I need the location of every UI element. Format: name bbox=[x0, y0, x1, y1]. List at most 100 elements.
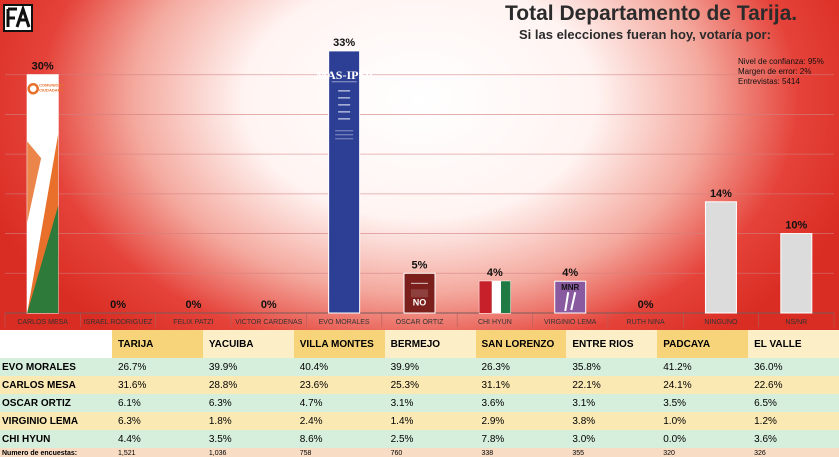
row-label: CHI HYUN bbox=[0, 430, 112, 448]
table-row: OSCAR ORTIZ 6.1% 6.3% 4.7% 3.1% 3.6% 3.1% 3.5% 6… bbox=[0, 394, 839, 412]
bar-logo-text: NO bbox=[413, 297, 427, 307]
table-cell: 28.8% bbox=[202, 376, 294, 394]
table-cell: 4.4% bbox=[112, 430, 203, 448]
table-cell: 3.6% bbox=[748, 430, 839, 448]
data-label: 0% bbox=[638, 299, 654, 311]
table-cell: 8.6% bbox=[293, 430, 385, 448]
cc-logo-swoosh bbox=[27, 141, 42, 223]
table-row: VIRGINIO LEMA 6.3% 1.8% 2.4% 1.4% 2.9% 3.8% 1.0… bbox=[0, 412, 839, 430]
row-label: VIRGINIO LEMA bbox=[0, 412, 112, 430]
column-header: VILLA MONTES bbox=[293, 330, 385, 358]
bar bbox=[704, 201, 737, 314]
data-label: 4% bbox=[487, 267, 503, 279]
table-cell: 6.3% bbox=[202, 394, 294, 412]
no-logo-box bbox=[411, 289, 428, 298]
chi-logo-red bbox=[479, 281, 492, 313]
brand-logo bbox=[3, 4, 33, 32]
column-header: ENTRE RIOS bbox=[566, 330, 658, 358]
survey-count-cell: 326 bbox=[748, 448, 839, 457]
table-cell: 39.9% bbox=[384, 358, 476, 376]
tick-label: VICTOR CARDENAS bbox=[235, 319, 302, 326]
tick-label: CHI HYUN bbox=[478, 319, 512, 326]
data-label: 0% bbox=[185, 299, 201, 311]
table-cell: 22.6% bbox=[748, 376, 839, 394]
tick-label: OSCAR ORTIZ bbox=[396, 319, 444, 326]
survey-count-cell: 320 bbox=[657, 448, 749, 457]
survey-count-cell: 1,036 bbox=[202, 448, 294, 457]
table-cell: 36.0% bbox=[748, 358, 839, 376]
table-cell: 2.5% bbox=[384, 430, 476, 448]
row-label: Numero de encuestas: bbox=[0, 448, 112, 457]
table-cell: 1.8% bbox=[202, 412, 294, 430]
table-cell: 26.7% bbox=[112, 358, 203, 376]
tick-label: ISRAEL RODRIGUEZ bbox=[84, 319, 153, 326]
bar bbox=[328, 50, 361, 314]
table-cell: 3.6% bbox=[475, 394, 567, 412]
table-cell: 24.1% bbox=[657, 376, 749, 394]
row-label: EVO MORALES bbox=[0, 358, 112, 376]
chart-subtitle: Si las elecciones fueran hoy, votaría po… bbox=[519, 27, 771, 42]
table-cell: 23.6% bbox=[293, 376, 385, 394]
table-cell: 1.0% bbox=[657, 412, 749, 430]
table-cell: 25.3% bbox=[384, 376, 476, 394]
row-label: OSCAR ORTIZ bbox=[0, 394, 112, 412]
table-cell: 40.4% bbox=[293, 358, 385, 376]
table-cell: 2.9% bbox=[475, 412, 567, 430]
bar-logo-text: MAS-IPSP bbox=[316, 68, 373, 82]
survey-stats: Nivel de confianza: 95% Margen de error:… bbox=[738, 57, 824, 87]
interview-count: Entrevistas: 5414 bbox=[738, 77, 800, 86]
table-cell: 3.1% bbox=[566, 394, 658, 412]
table-cell: 3.8% bbox=[566, 412, 658, 430]
survey-count-cell: 338 bbox=[475, 448, 567, 457]
tick-label: CARLOS MESA bbox=[17, 319, 68, 326]
table-cell: 31.6% bbox=[112, 376, 203, 394]
bar-logo-text: MNR bbox=[561, 283, 579, 292]
tick-label: NS/NR bbox=[785, 319, 807, 326]
table-cell: 41.2% bbox=[657, 358, 749, 376]
bar-logo-text: COMUNIDAD bbox=[39, 83, 64, 88]
cc-logo-c-icon bbox=[27, 82, 39, 95]
table-cell: 0.0% bbox=[657, 430, 749, 448]
table-cell: 39.9% bbox=[202, 358, 294, 376]
table-cell: 7.8% bbox=[475, 430, 567, 448]
column-header: YACUIBA bbox=[202, 330, 294, 358]
error-margin: Margen de error: 2% bbox=[738, 67, 812, 76]
row-label: CARLOS MESA bbox=[0, 376, 112, 394]
table-cell: 3.5% bbox=[657, 394, 749, 412]
tick-label: VIRGINIO LEMA bbox=[544, 319, 597, 326]
data-label: 14% bbox=[710, 188, 732, 200]
confidence-level: Nivel de confianza: 95% bbox=[738, 57, 824, 66]
survey-count-cell: 760 bbox=[384, 448, 476, 457]
chi-logo-white bbox=[491, 281, 502, 313]
column-header: PADCAYA bbox=[657, 330, 749, 358]
survey-count-cell: 1,521 bbox=[112, 448, 203, 457]
table-cell: 3.0% bbox=[566, 430, 658, 448]
table-cell: 6.5% bbox=[748, 394, 839, 412]
table-row: EVO MORALES 26.7% 39.9% 40.4% 39.9% 26.3% 35.8… bbox=[0, 358, 839, 376]
table-cell: 6.3% bbox=[112, 412, 203, 430]
data-label: 0% bbox=[261, 299, 277, 311]
table-cell: 2.4% bbox=[293, 412, 385, 430]
survey-count-cell: 758 bbox=[293, 448, 385, 457]
tick-label: FELIX PATZI bbox=[173, 319, 213, 326]
cc-logo-green bbox=[27, 205, 59, 313]
data-label: 4% bbox=[562, 267, 578, 279]
chart-title: Total Departamento de Tarija. bbox=[505, 2, 798, 25]
table-row: CHI HYUN 4.4% 3.5% 8.6% 2.5% 7.8% 3.0% 0.0% 3.6% bbox=[0, 430, 839, 448]
tick-label: RUTH NINA bbox=[627, 319, 665, 326]
table-corner bbox=[0, 330, 112, 358]
table-cell: 31.1% bbox=[475, 376, 567, 394]
column-header: BERMEJO bbox=[384, 330, 476, 358]
data-label: 5% bbox=[412, 259, 428, 271]
table-cell: 4.7% bbox=[293, 394, 385, 412]
table-cell: 3.5% bbox=[202, 430, 294, 448]
bar bbox=[403, 272, 436, 314]
results-table: TARIJA YACUIBA VILLA MONTES BERMEJO SAN LORE… bbox=[0, 330, 839, 457]
column-header: SAN LORENZO bbox=[475, 330, 567, 358]
bar bbox=[780, 233, 813, 314]
table-cell: 35.8% bbox=[566, 358, 658, 376]
tick-label: EVO MORALES bbox=[319, 319, 370, 326]
table-cell: 1.2% bbox=[748, 412, 839, 430]
table-cell: 1.4% bbox=[384, 412, 476, 430]
table-cell: 22.1% bbox=[566, 376, 658, 394]
